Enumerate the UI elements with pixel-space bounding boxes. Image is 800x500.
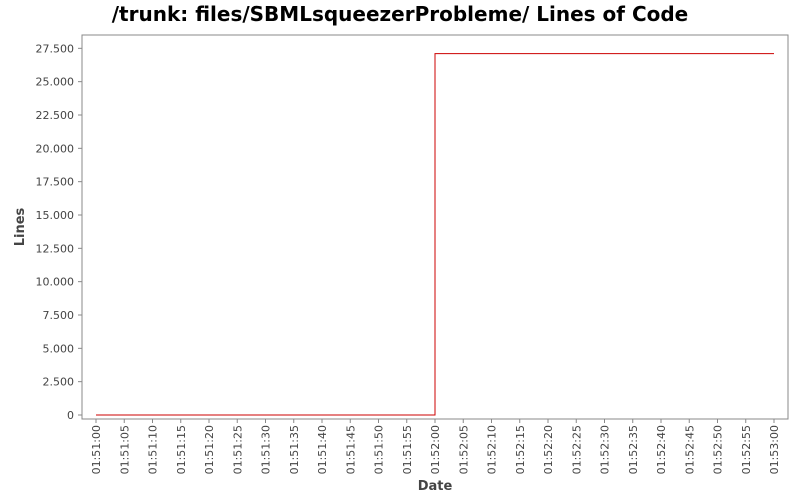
x-tick-label: 01:52:20 [542,425,555,474]
y-axis-label: Lines [13,207,28,246]
y-tick-label: 12.500 [36,242,75,255]
y-tick-label: 10.000 [36,276,75,289]
y-tick-label: 20.000 [36,142,75,155]
x-tick-label: 01:51:50 [373,425,386,474]
y-tick-label: 17.500 [36,176,75,189]
x-tick-label: 01:52:05 [457,425,470,474]
x-tick-label: 01:52:40 [655,425,668,474]
y-tick-label: 15.000 [36,209,75,222]
x-tick-label: 01:53:00 [768,425,781,474]
x-axis-label: Date [418,479,453,494]
x-tick-label: 01:51:30 [260,425,273,474]
x-tick-label: 01:51:05 [118,425,131,474]
x-tick-label: 01:51:40 [316,425,329,474]
y-axis: 0 2.500 5.000 7.500 10.000 12.500 15.000 17.500… [36,42,82,422]
x-tick-label: 01:52:25 [570,425,583,474]
x-tick-label: 01:51:25 [231,425,244,474]
x-tick-label: 01:52:00 [429,425,442,474]
x-tick-label: 01:52:45 [683,425,696,474]
y-tick-label: 0 [67,409,74,422]
x-tick-label: 01:52:30 [599,425,612,474]
x-axis: 01:51:00 01:51:05 01:51:10 01:51:15 01:51:20… [90,419,781,474]
x-tick-label: 01:51:15 [175,425,188,474]
x-tick-label: 01:51:10 [147,425,160,474]
x-tick-label: 01:51:20 [203,425,216,474]
chart-title: /trunk: files/SBMLsqueezerProbleme/ Line… [111,2,689,26]
x-tick-label: 01:52:55 [740,425,753,474]
y-tick-label: 5.000 [43,342,75,355]
x-tick-label: 01:52:15 [514,425,527,474]
series-line-0 [96,53,774,416]
x-tick-label: 01:52:50 [712,425,725,474]
y-tick-label: 22.500 [36,109,75,122]
x-tick-label: 01:51:55 [401,425,414,474]
x-tick-label: 01:52:10 [486,425,499,474]
y-tick-label: 2.500 [43,376,75,389]
y-tick-label: 25.000 [36,76,75,89]
x-tick-label: 01:51:35 [288,425,301,474]
y-tick-label: 27.500 [36,42,75,55]
x-tick-label: 01:52:35 [627,425,640,474]
y-tick-label: 7.500 [43,309,75,322]
x-tick-label: 01:51:00 [90,425,103,474]
series-layer [96,53,774,416]
x-tick-label: 01:51:45 [344,425,357,474]
